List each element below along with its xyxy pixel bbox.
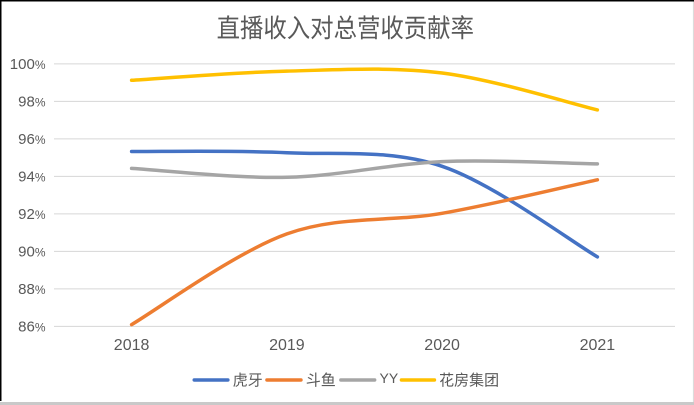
svg-text:92%: 92%: [18, 206, 46, 223]
svg-text:86%: 86%: [18, 319, 46, 336]
svg-text:2018: 2018: [114, 337, 150, 354]
svg-text:YY: YY: [380, 370, 399, 386]
svg-text:98%: 98%: [18, 94, 46, 111]
svg-text:94%: 94%: [18, 169, 46, 186]
svg-text:2020: 2020: [424, 337, 460, 354]
svg-text:88%: 88%: [18, 281, 46, 298]
svg-text:2019: 2019: [269, 337, 305, 354]
svg-text:100%: 100%: [10, 56, 46, 73]
svg-text:2021: 2021: [580, 337, 616, 354]
svg-text:90%: 90%: [18, 244, 46, 261]
svg-text:96%: 96%: [18, 131, 46, 148]
